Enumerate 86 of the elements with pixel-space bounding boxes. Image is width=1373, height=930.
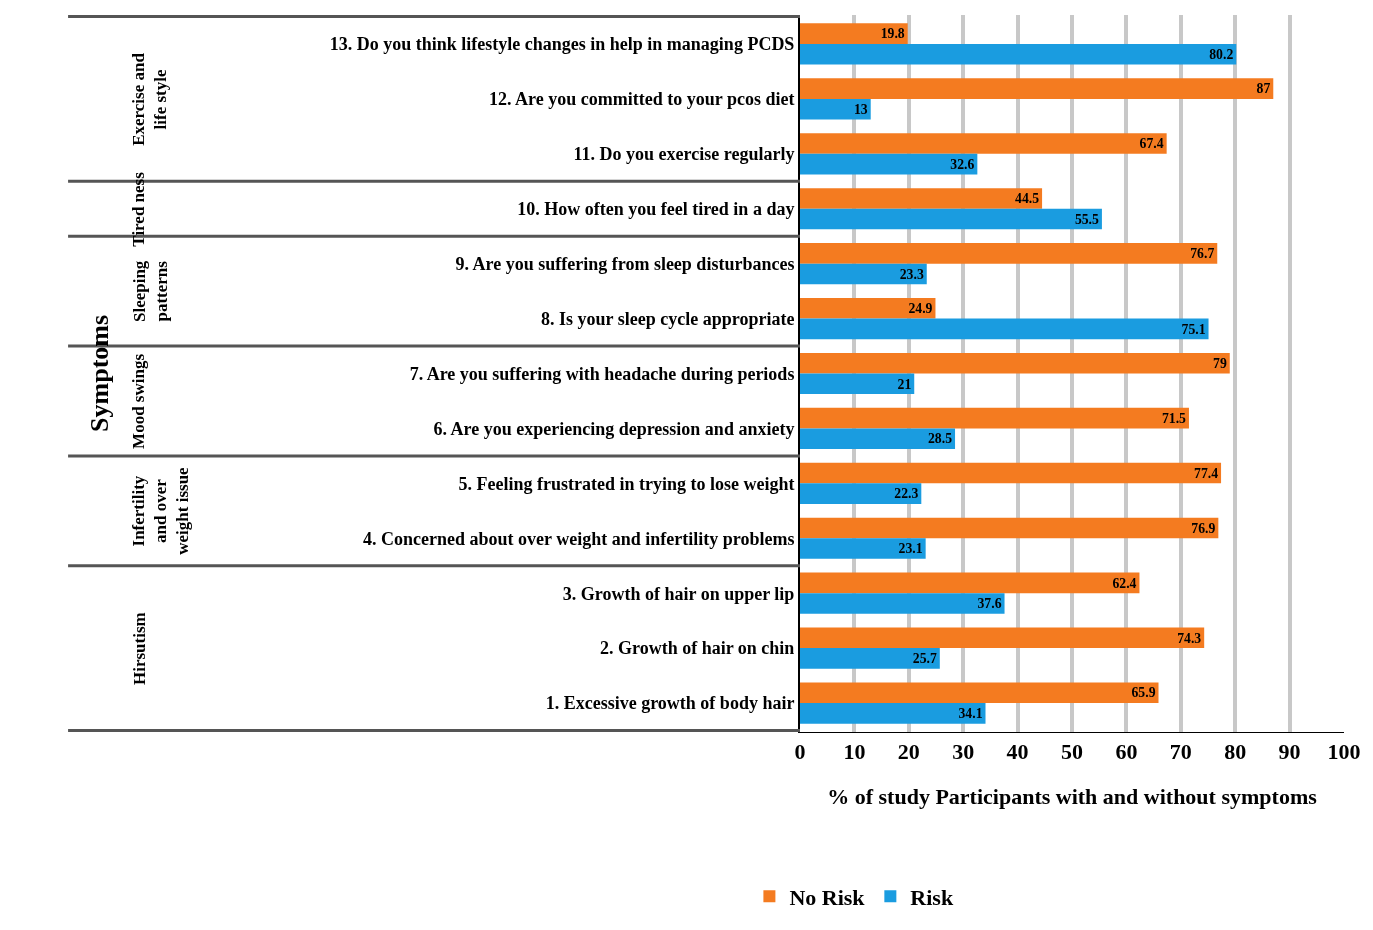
data-label: 22.3 bbox=[894, 486, 919, 502]
legend-label: Risk bbox=[910, 884, 954, 910]
x-tick-label: 50 bbox=[1061, 739, 1083, 765]
bar bbox=[800, 407, 1189, 429]
data-label: 23.1 bbox=[898, 541, 923, 557]
data-label: 32.6 bbox=[950, 156, 975, 172]
y-tick-label: 11. Do you exercise regularly bbox=[573, 144, 795, 165]
bar bbox=[800, 153, 978, 175]
bar bbox=[800, 133, 1167, 154]
data-label: 21 bbox=[897, 376, 912, 392]
bar bbox=[800, 627, 1205, 649]
y-tick-label: 4. Concerned about over weight and infertility problems bbox=[363, 528, 795, 549]
bar bbox=[800, 208, 1102, 230]
bar bbox=[800, 593, 1005, 614]
bar bbox=[800, 318, 1209, 340]
bar bbox=[800, 648, 940, 669]
data-label: 77.4 bbox=[1194, 465, 1219, 481]
text: Mood swings bbox=[128, 353, 148, 449]
data-label: 24.9 bbox=[908, 301, 933, 316]
bar bbox=[800, 703, 986, 724]
y-tick-label: 5. Feeling frustrated in trying to lose weight bbox=[458, 473, 795, 494]
x-tick-label: 90 bbox=[1278, 739, 1301, 765]
data-label: 75.1 bbox=[1181, 321, 1206, 337]
data-label: 37.6 bbox=[977, 596, 1002, 612]
x-tick-label: 100 bbox=[1327, 739, 1361, 765]
data-label: 28.5 bbox=[927, 431, 953, 447]
y-tick-label: 10. How often you feel tired in a day bbox=[517, 199, 795, 220]
bar bbox=[800, 572, 1140, 594]
data-label: 62.4 bbox=[1112, 575, 1137, 591]
y-tick-label: 8. Is your sleep cycle appropriate bbox=[541, 308, 795, 329]
y-tick-label: 1. Excessive growth of body hair bbox=[545, 693, 795, 714]
data-label: 34.1 bbox=[958, 706, 983, 722]
x-tick-label: 60 bbox=[1115, 739, 1138, 765]
x-tick-label: 0 bbox=[794, 739, 806, 765]
bar bbox=[800, 352, 1230, 374]
data-label: 76.7 bbox=[1190, 246, 1215, 262]
data-label: 23.3 bbox=[899, 266, 924, 282]
bar bbox=[800, 263, 927, 285]
bar bbox=[800, 373, 915, 395]
text: Hirsutism bbox=[129, 612, 149, 686]
data-label: 25.7 bbox=[912, 651, 937, 667]
x-tick-label: 40 bbox=[1006, 739, 1029, 765]
bar bbox=[800, 538, 926, 559]
y-tick-label: 9. Are you suffering from sleep disturbances bbox=[455, 253, 795, 274]
legend-label: No Risk bbox=[789, 884, 866, 910]
data-label: 80.2 bbox=[1209, 46, 1234, 62]
x-tick-label: 10 bbox=[843, 739, 866, 765]
y-tick-label: 13. Do you think lifestyle changes in help in managing PCDS bbox=[329, 34, 795, 55]
bar bbox=[800, 297, 936, 319]
data-label: 71.5 bbox=[1161, 410, 1187, 426]
data-label: 19.8 bbox=[880, 26, 905, 42]
text: Sleeping patterns bbox=[129, 260, 171, 323]
x-tick-label: 20 bbox=[897, 739, 920, 765]
data-label: 65.9 bbox=[1131, 685, 1156, 701]
bar bbox=[800, 78, 1274, 99]
bar bbox=[800, 23, 908, 44]
x-tick-label: 70 bbox=[1169, 739, 1192, 765]
y-tick-label: 2. Growth of hair on chin bbox=[600, 638, 795, 659]
y-tick-label: 7. Are you suffering with headache during periods bbox=[409, 363, 795, 384]
data-label: 74.3 bbox=[1177, 630, 1202, 646]
data-label: 67.4 bbox=[1139, 136, 1164, 152]
bar bbox=[800, 43, 1237, 65]
bar bbox=[800, 188, 1043, 209]
y-tick-label: 12. Are you committed to your pcos diet bbox=[489, 89, 795, 110]
bar bbox=[800, 243, 1218, 264]
data-label: 13 bbox=[853, 101, 868, 117]
y-tick-label: 3. Growth of hair on upper lip bbox=[562, 583, 795, 604]
x-tick-label: 80 bbox=[1224, 739, 1247, 765]
text: Tired ness bbox=[129, 171, 149, 247]
data-label: 76.9 bbox=[1191, 520, 1216, 536]
text: Exercise and life style bbox=[129, 52, 171, 146]
bar bbox=[800, 483, 922, 504]
bar bbox=[800, 428, 956, 450]
text: Symptoms bbox=[84, 314, 114, 432]
text: Infertility and over weight issue bbox=[129, 466, 193, 555]
bar bbox=[800, 682, 1159, 704]
bar bbox=[800, 517, 1219, 539]
y-tick-label: 6. Are you experiencing depression and anxiety bbox=[433, 418, 795, 439]
data-label: 79 bbox=[1213, 355, 1227, 371]
x-tick-label: 30 bbox=[952, 739, 975, 765]
data-label: 87 bbox=[1256, 81, 1271, 97]
bar bbox=[800, 98, 871, 120]
data-label: 44.5 bbox=[1015, 191, 1040, 207]
bar bbox=[800, 462, 1222, 484]
data-label: 55.5 bbox=[1074, 211, 1100, 227]
x-axis-title: % of study Participants with and without symptoms bbox=[827, 784, 1318, 810]
